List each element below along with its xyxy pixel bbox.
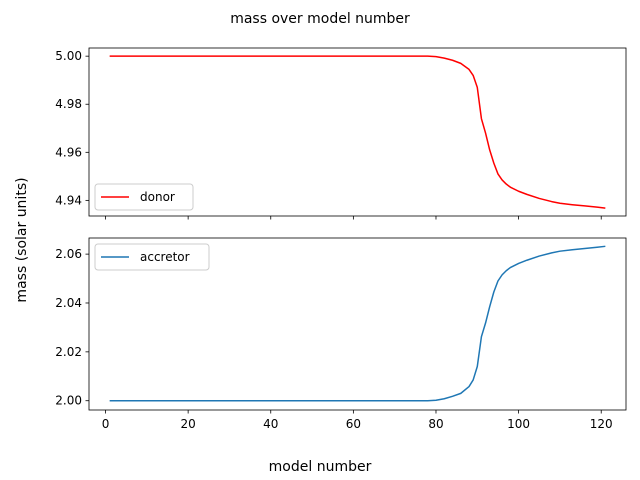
x-tick-label: 80 — [428, 417, 443, 431]
y-tick-label: 2.06 — [55, 247, 82, 261]
y-tick-label: 5.00 — [55, 49, 82, 63]
accretor-panel: 2.06 2.04 2.02 2.00 0 20 40 60 80 100 120 accretor — [55, 237, 627, 431]
x-tick-label: 100 — [507, 417, 530, 431]
series-line-donor — [109, 55, 606, 209]
legend-box — [94, 183, 194, 211]
chart-title: mass over model number — [230, 11, 410, 27]
y-tick-label: 2.02 — [55, 345, 82, 359]
legend: donor — [94, 183, 194, 211]
x-tick-label: 60 — [346, 417, 361, 431]
series-line-accretor — [109, 245, 606, 402]
x-tick-label: 0 — [102, 417, 110, 431]
x-tick-label: 120 — [590, 417, 613, 431]
donor-panel: 5.00 4.98 4.96 4.94 donor — [55, 47, 627, 220]
y-tick-label: 2.04 — [55, 296, 82, 310]
y-tick-label: 4.96 — [55, 145, 82, 159]
x-tick-label: 40 — [263, 417, 278, 431]
x-axis-label: model number — [269, 459, 372, 475]
axes-frame — [88, 47, 627, 217]
legend-box — [94, 243, 210, 271]
legend-label-accretor: accretor — [140, 250, 190, 264]
y-axis-label: mass (solar units) — [14, 177, 30, 302]
y-tick-label: 2.00 — [55, 394, 82, 408]
x-tick-label: 20 — [180, 417, 195, 431]
legend: accretor — [94, 243, 210, 271]
legend-label-donor: donor — [140, 190, 175, 204]
axes-frame — [88, 237, 627, 411]
y-tick-label: 4.98 — [55, 97, 82, 111]
y-tick-label: 4.94 — [55, 193, 82, 207]
